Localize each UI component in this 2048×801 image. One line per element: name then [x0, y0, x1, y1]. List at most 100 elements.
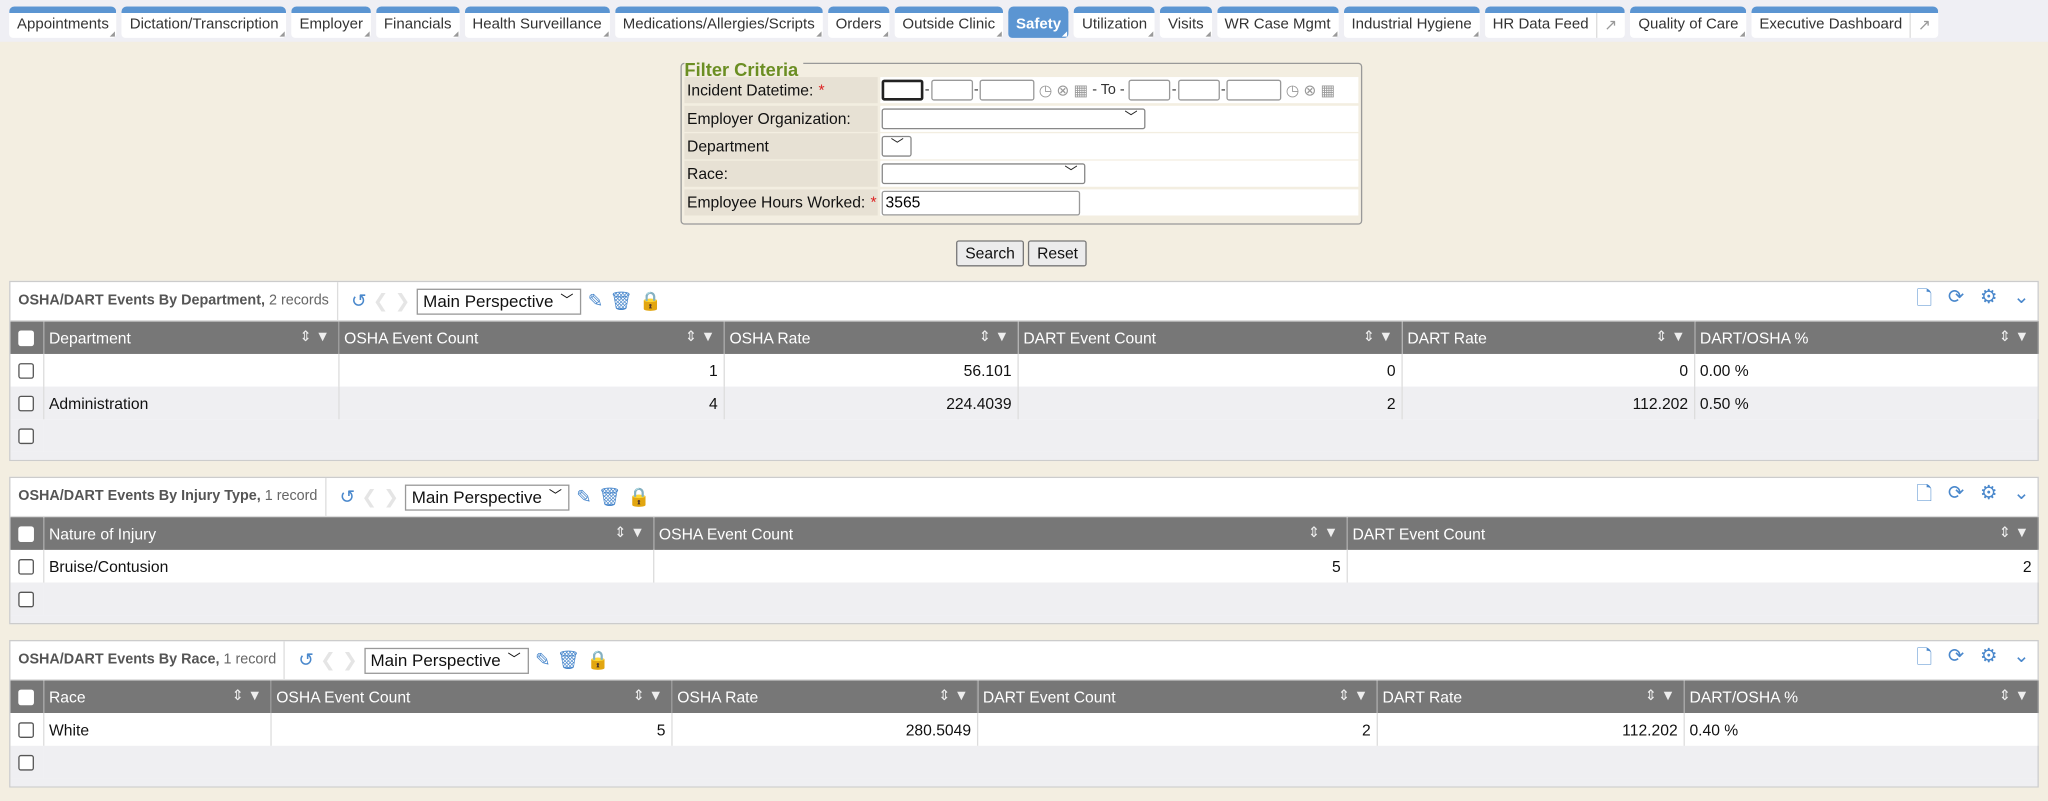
tab-dictation-transcription[interactable]: Dictation/Transcription	[121, 6, 287, 38]
select-all-checkbox[interactable]	[18, 526, 34, 543]
sort-filter-icon[interactable]: ⇕ ▼	[1307, 525, 1339, 541]
employer-organization-select[interactable]: ﹀	[881, 108, 1146, 130]
undo-icon[interactable]: ↺	[351, 289, 367, 311]
trash-icon[interactable]: 🗑	[598, 485, 622, 507]
tab-employer[interactable]: Employer	[291, 6, 371, 38]
tab-safety[interactable]: Safety	[1008, 6, 1069, 38]
from-day-input[interactable]	[930, 79, 973, 101]
from-month-input[interactable]	[881, 79, 924, 101]
tab-orders[interactable]: Orders	[827, 6, 890, 38]
tab-health-surveillance[interactable]: Health Surveillance	[464, 6, 610, 38]
sort-filter-icon[interactable]: ⇕ ▼	[1644, 688, 1676, 704]
column-header[interactable]: DART Rate ⇕ ▼	[1376, 680, 1685, 714]
next-icon[interactable]: ❯	[383, 485, 399, 507]
column-header[interactable]: DART Event Count ⇕ ▼	[1346, 517, 2039, 550]
column-header[interactable]: Department ⇕ ▼	[43, 321, 339, 354]
to-day-input[interactable]	[1177, 79, 1220, 101]
column-header[interactable]: OSHA Rate ⇕ ▼	[671, 680, 978, 714]
department-select[interactable]: ﹀	[881, 135, 912, 157]
race-select[interactable]: ﹀	[881, 163, 1086, 185]
prev-icon[interactable]: ❮	[320, 649, 336, 671]
to-year-input[interactable]	[1226, 79, 1282, 101]
clock-icon[interactable]: ◷	[1285, 80, 1300, 100]
tab-quality-of-care[interactable]: Quality of Care	[1630, 6, 1747, 38]
tab-industrial-hygiene[interactable]: Industrial Hygiene	[1343, 6, 1480, 38]
gear-icon[interactable]: ⚙	[1980, 286, 1998, 309]
clear-icon[interactable]: ⊗	[1056, 80, 1070, 100]
document-icon[interactable]: 🗋	[1916, 646, 1933, 669]
tab-executive-dashboard[interactable]: Executive Dashboard ↗	[1751, 6, 1939, 38]
perspective-select[interactable]: Main Perspective ﹀	[416, 287, 582, 315]
column-header[interactable]: Race ⇕ ▼	[43, 680, 272, 714]
column-header[interactable]: DART Rate ⇕ ▼	[1401, 321, 1695, 354]
row-checkbox[interactable]	[18, 363, 34, 380]
undo-icon[interactable]: ↺	[298, 649, 314, 671]
perspective-select[interactable]: Main Perspective ﹀	[405, 483, 570, 511]
row-checkbox[interactable]	[18, 755, 34, 772]
prev-icon[interactable]: ❮	[361, 485, 377, 507]
sort-filter-icon[interactable]: ⇕ ▼	[1655, 329, 1686, 345]
column-header[interactable]: Nature of Injury ⇕ ▼	[43, 517, 654, 550]
sort-filter-icon[interactable]: ⇕ ▼	[1998, 525, 2030, 541]
column-header[interactable]: DART/OSHA % ⇕ ▼	[1683, 680, 2039, 714]
edit-icon[interactable]: ✎	[535, 649, 551, 671]
trash-icon[interactable]: 🗑	[609, 289, 633, 311]
tab-financials[interactable]: Financials	[376, 6, 460, 38]
row-checkbox[interactable]	[18, 396, 34, 412]
row-checkbox[interactable]	[18, 722, 34, 739]
tab-outside-clinic[interactable]: Outside Clinic	[894, 6, 1003, 38]
column-header[interactable]: DART/OSHA % ⇕ ▼	[1694, 321, 2039, 354]
sort-filter-icon[interactable]: ⇕ ▼	[231, 688, 262, 704]
sort-filter-icon[interactable]: ⇕ ▼	[1337, 688, 1369, 704]
chevron-down-icon[interactable]: ⌄	[2013, 645, 2030, 668]
column-header[interactable]: OSHA Event Count ⇕ ▼	[338, 321, 725, 354]
sort-filter-icon[interactable]: ⇕ ▼	[1998, 329, 2030, 345]
document-icon[interactable]: 🗋	[1916, 287, 1933, 310]
select-all-checkbox[interactable]	[18, 330, 34, 347]
tab-appointments[interactable]: Appointments	[9, 6, 117, 38]
column-header[interactable]: OSHA Event Count ⇕ ▼	[270, 680, 672, 714]
edit-icon[interactable]: ✎	[587, 289, 604, 311]
employee-hours-input[interactable]: 3565	[881, 190, 1081, 215]
lock-icon[interactable]: 🔒	[586, 649, 610, 671]
row-checkbox[interactable]	[18, 428, 34, 445]
sort-filter-icon[interactable]: ⇕ ▼	[978, 329, 1009, 345]
sort-filter-icon[interactable]: ⇕ ▼	[1362, 329, 1393, 345]
trash-icon[interactable]: 🗑	[556, 649, 581, 671]
sort-filter-icon[interactable]: ⇕ ▼	[632, 688, 663, 704]
sort-filter-icon[interactable]: ⇕ ▼	[684, 329, 716, 345]
to-month-input[interactable]	[1128, 79, 1171, 101]
calendar-icon[interactable]: ▦	[1073, 80, 1089, 100]
column-header[interactable]: DART Event Count ⇕ ▼	[1017, 321, 1403, 354]
row-checkbox[interactable]	[18, 559, 34, 576]
tab-wr-case-mgmt[interactable]: WR Case Mgmt	[1216, 6, 1339, 38]
document-icon[interactable]: 🗋	[1916, 483, 1933, 506]
clock-icon[interactable]: ◷	[1038, 80, 1053, 100]
refresh-icon[interactable]: ⟳	[1947, 645, 1965, 668]
tab-utilization[interactable]: Utilization	[1074, 6, 1155, 38]
column-header[interactable]: OSHA Event Count ⇕ ▼	[653, 517, 1348, 550]
next-icon[interactable]: ❯	[342, 649, 358, 671]
chevron-down-icon[interactable]: ⌄	[2013, 286, 2030, 309]
column-header[interactable]: DART Event Count ⇕ ▼	[976, 680, 1378, 714]
gear-icon[interactable]: ⚙	[1980, 645, 1998, 668]
select-all-checkbox[interactable]	[18, 690, 34, 706]
sort-filter-icon[interactable]: ⇕ ▼	[938, 688, 969, 704]
perspective-select[interactable]: Main Perspective ﹀	[363, 647, 529, 674]
lock-icon[interactable]: 🔒	[639, 289, 663, 311]
prev-icon[interactable]: ❮	[372, 289, 389, 311]
column-header[interactable]: OSHA Rate ⇕ ▼	[723, 321, 1019, 354]
external-link-icon[interactable]: ↗	[1596, 13, 1617, 38]
gear-icon[interactable]: ⚙	[1980, 481, 1998, 505]
refresh-icon[interactable]: ⟳	[1947, 286, 1965, 309]
sort-filter-icon[interactable]: ⇕ ▼	[614, 525, 645, 541]
tab-hr-data-feed[interactable]: HR Data Feed ↗	[1484, 6, 1626, 38]
chevron-down-icon[interactable]: ⌄	[2013, 481, 2030, 505]
undo-icon[interactable]: ↺	[339, 485, 355, 507]
sort-filter-icon[interactable]: ⇕ ▼	[299, 329, 330, 345]
clear-icon[interactable]: ⊗	[1303, 80, 1317, 100]
external-link-icon[interactable]: ↗	[1910, 13, 1931, 38]
refresh-icon[interactable]: ⟳	[1947, 481, 1965, 505]
next-icon[interactable]: ❯	[394, 289, 411, 311]
search-button[interactable]: Search	[956, 240, 1025, 267]
